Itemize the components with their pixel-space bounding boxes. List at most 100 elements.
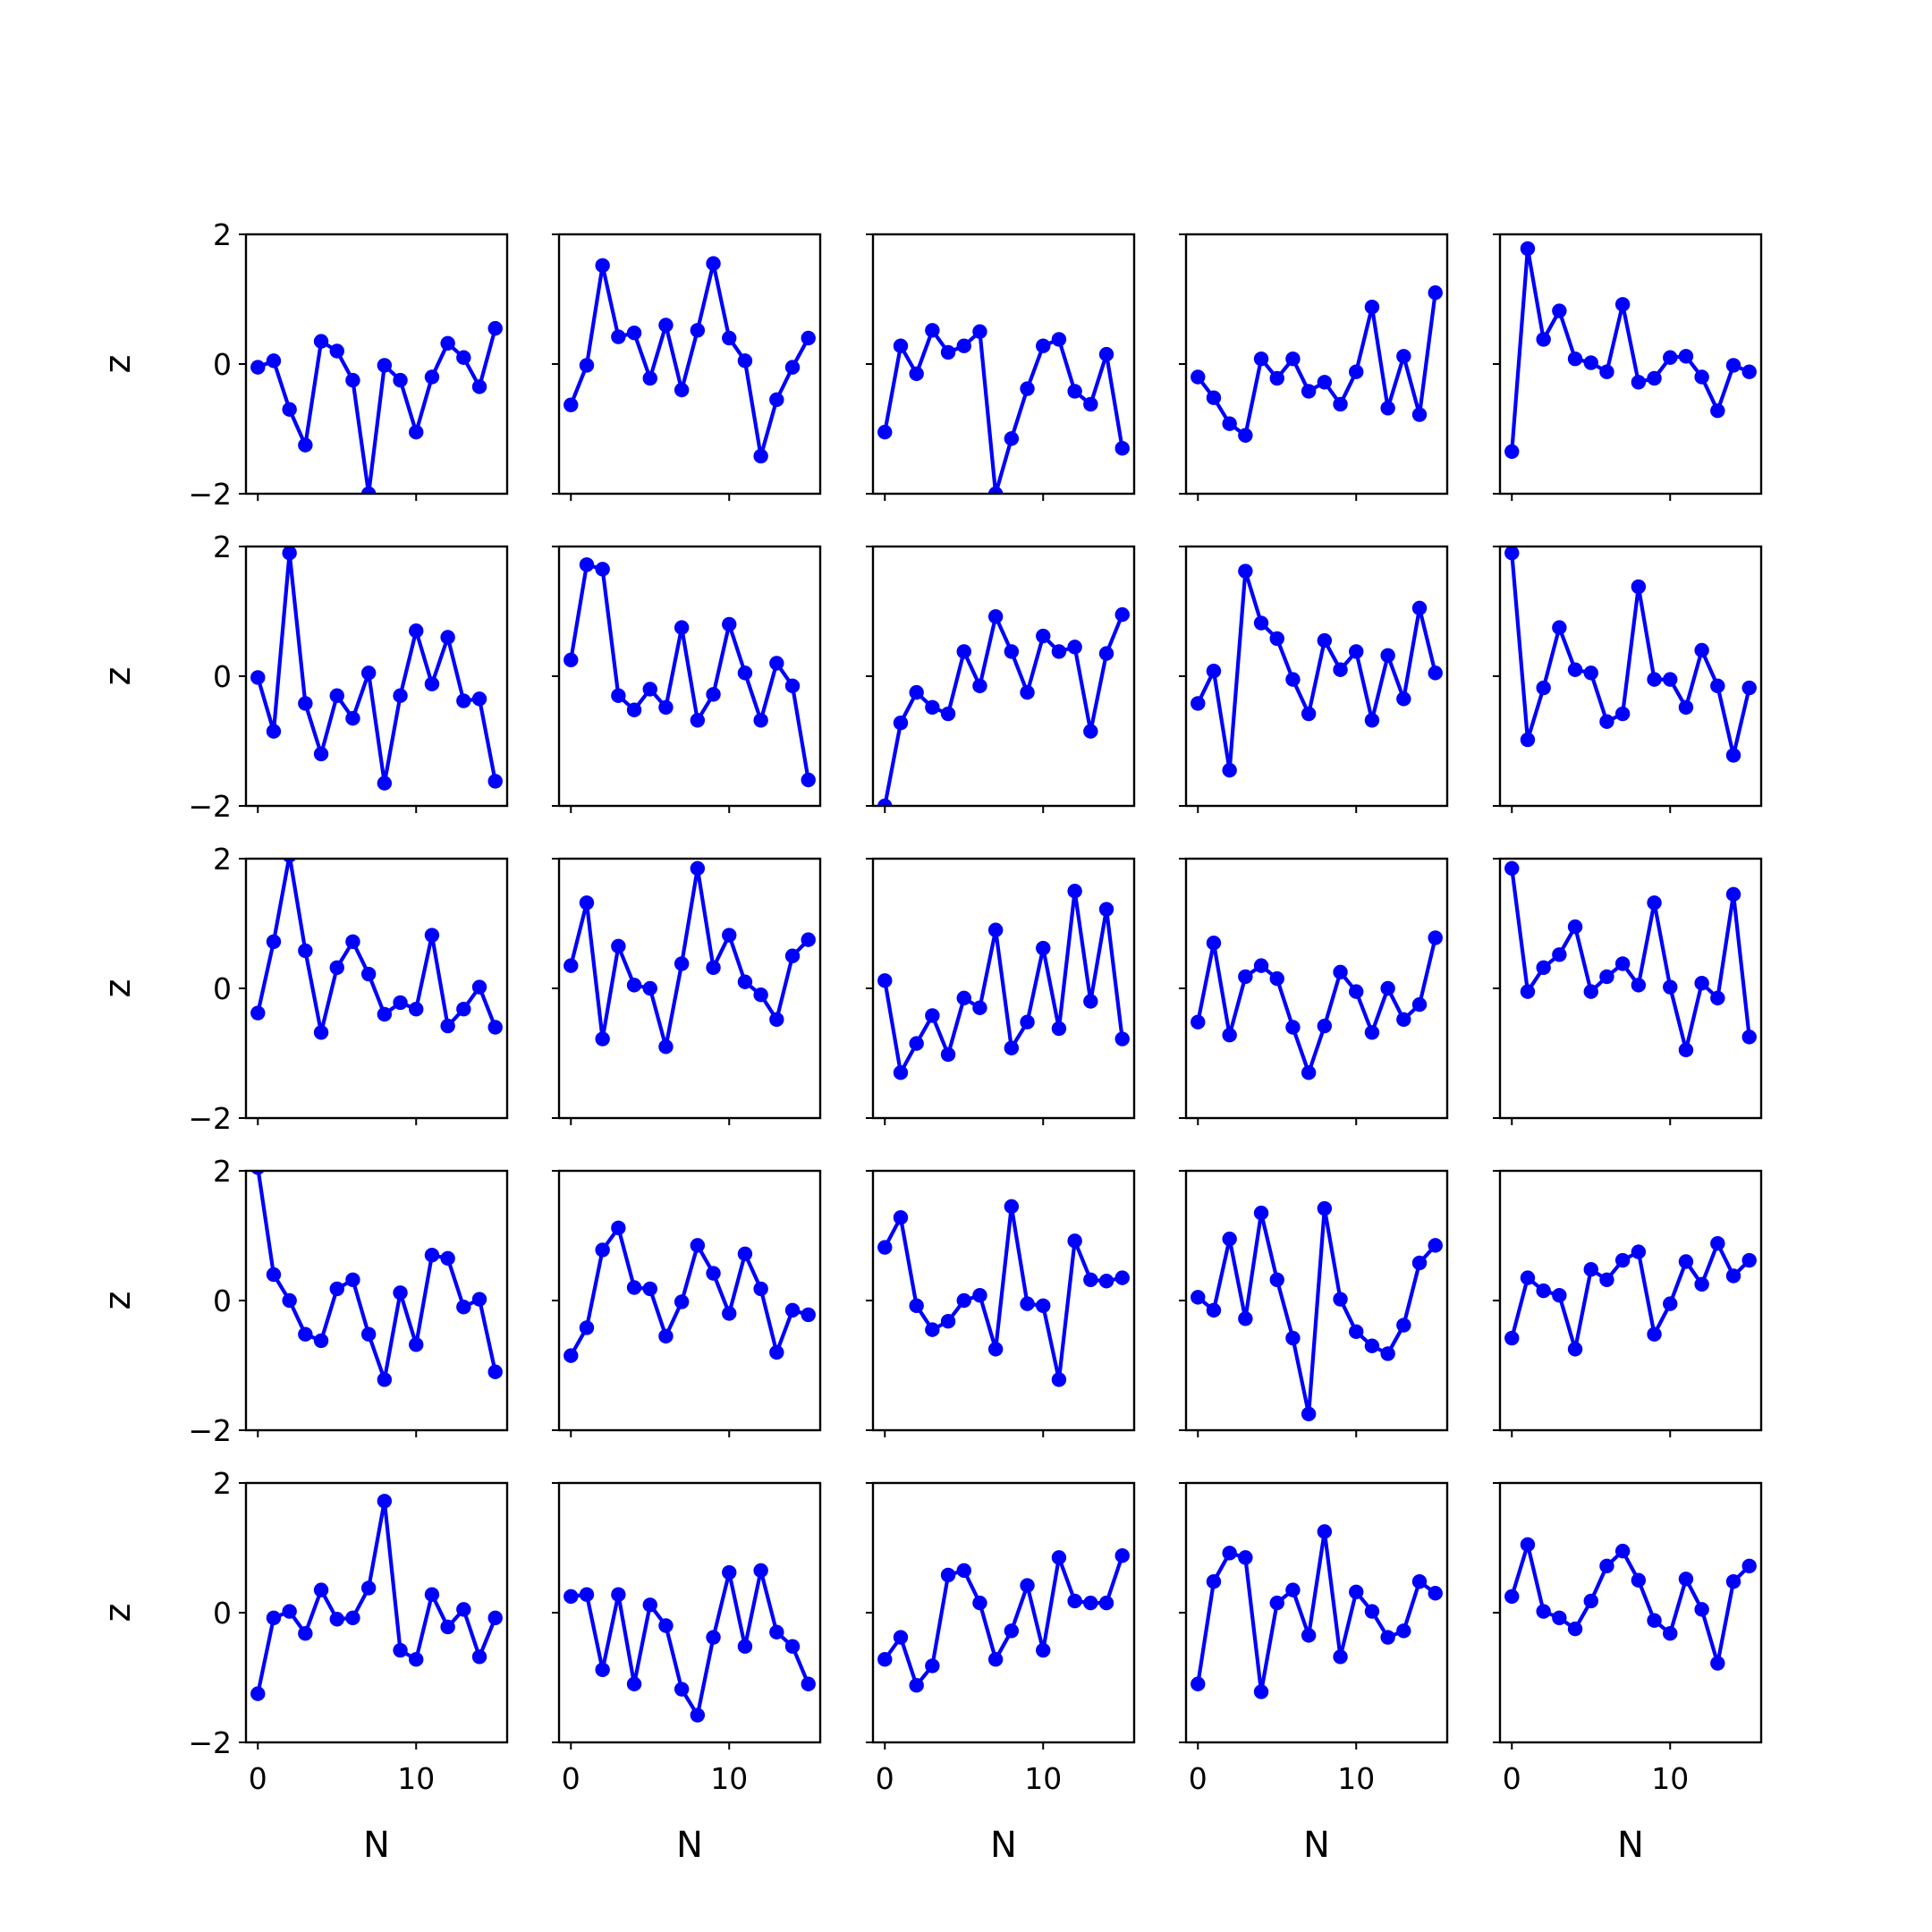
- data-point: [298, 1626, 313, 1641]
- data-point: [250, 1005, 266, 1021]
- data-point: [987, 1652, 1004, 1667]
- data-point: [1206, 664, 1222, 679]
- data-point: [329, 1612, 344, 1627]
- data-point: [1222, 1028, 1237, 1043]
- data-point: [801, 330, 816, 346]
- data-point: [1536, 680, 1551, 696]
- data-point: [893, 716, 909, 731]
- subplot-3-2: [552, 857, 822, 1125]
- series-group: [1191, 930, 1443, 1080]
- y-tick-label: 0: [213, 971, 232, 1006]
- data-point: [1067, 384, 1082, 399]
- series-group: [877, 884, 1130, 1080]
- data-point: [1301, 1065, 1317, 1080]
- data-point: [1380, 980, 1395, 996]
- data-point: [1411, 1255, 1428, 1271]
- data-point: [972, 1288, 987, 1303]
- data-point: [940, 1046, 956, 1063]
- data-point: [409, 1002, 424, 1017]
- data-point: [611, 938, 626, 954]
- data-point: [1036, 1642, 1051, 1658]
- data-point: [329, 1281, 344, 1297]
- data-point: [690, 1238, 706, 1253]
- data-point: [1710, 990, 1725, 1006]
- subplot-5-2: 0 10N: [552, 1481, 822, 1866]
- data-point: [456, 1602, 471, 1617]
- y-tick-label: 2: [213, 1466, 232, 1501]
- data-point: [1741, 364, 1757, 379]
- data-point: [893, 1630, 909, 1645]
- data-point: [487, 1020, 503, 1035]
- data-point: [784, 1639, 801, 1654]
- data-point: [1552, 303, 1567, 318]
- series-group: [250, 1494, 503, 1701]
- x-axis-label: N: [676, 1825, 703, 1866]
- data-point: [690, 713, 706, 728]
- y-tick-label: 0: [213, 1596, 232, 1631]
- data-point: [877, 973, 893, 988]
- subplot-1-2: [552, 233, 822, 501]
- series-group: [1504, 860, 1757, 1058]
- data-point: [1396, 349, 1411, 364]
- data-point: [266, 724, 282, 739]
- data-point: [1536, 1283, 1551, 1299]
- data-point: [1678, 1254, 1694, 1269]
- data-point: [409, 1337, 424, 1352]
- data-point: [706, 1266, 721, 1281]
- data-point: [1285, 1582, 1301, 1597]
- data-point: [1285, 352, 1301, 367]
- series-group: [1504, 1537, 1757, 1671]
- subplot-1-3: [866, 233, 1136, 501]
- data-point: [801, 772, 816, 788]
- series-line: [883, 889, 1124, 1075]
- data-point: [1083, 1595, 1098, 1611]
- data-point: [626, 326, 642, 341]
- series-line: [569, 563, 810, 781]
- subplot-4-4: [1179, 1169, 1449, 1437]
- data-point: [298, 1326, 313, 1342]
- data-point: [706, 687, 721, 702]
- data-point: [424, 1587, 440, 1602]
- data-point: [674, 1682, 690, 1697]
- x-tick-label: 0: [876, 1761, 894, 1796]
- series-group: [1191, 564, 1443, 778]
- data-point: [1567, 1621, 1583, 1637]
- data-point: [1583, 984, 1598, 999]
- data-point: [674, 620, 690, 635]
- data-point: [753, 1281, 768, 1297]
- data-point: [1317, 632, 1333, 648]
- data-point: [360, 486, 377, 494]
- data-point: [1253, 352, 1269, 367]
- data-point: [424, 676, 440, 691]
- data-point: [722, 330, 737, 346]
- data-point: [1051, 644, 1067, 659]
- data-point: [1114, 1548, 1130, 1563]
- data-point: [769, 392, 784, 408]
- data-point: [1599, 1272, 1614, 1288]
- data-point: [313, 746, 329, 762]
- data-point: [1725, 886, 1741, 902]
- data-point: [1285, 1330, 1301, 1346]
- data-point: [1567, 919, 1583, 935]
- data-point: [925, 1008, 940, 1023]
- data-point: [1552, 1288, 1567, 1303]
- data-point: [1583, 355, 1598, 370]
- data-point: [972, 1000, 987, 1015]
- data-point: [1631, 1572, 1647, 1588]
- data-point: [877, 1652, 893, 1667]
- data-point: [564, 652, 579, 668]
- subplot-2-4: [1179, 545, 1449, 813]
- data-point: [471, 1292, 487, 1307]
- data-point: [1536, 332, 1551, 347]
- data-point: [1741, 680, 1757, 696]
- data-point: [1428, 665, 1443, 681]
- data-point: [1428, 285, 1443, 301]
- x-tick-label: 10: [1024, 1761, 1062, 1796]
- data-point: [266, 934, 282, 950]
- subplot-4-5: [1493, 1169, 1763, 1437]
- data-point: [1098, 1595, 1114, 1611]
- data-point: [1036, 1298, 1051, 1314]
- data-point: [377, 358, 393, 373]
- subplot-4-1: −2 0 2 z: [97, 1154, 509, 1448]
- data-point: [1567, 352, 1583, 367]
